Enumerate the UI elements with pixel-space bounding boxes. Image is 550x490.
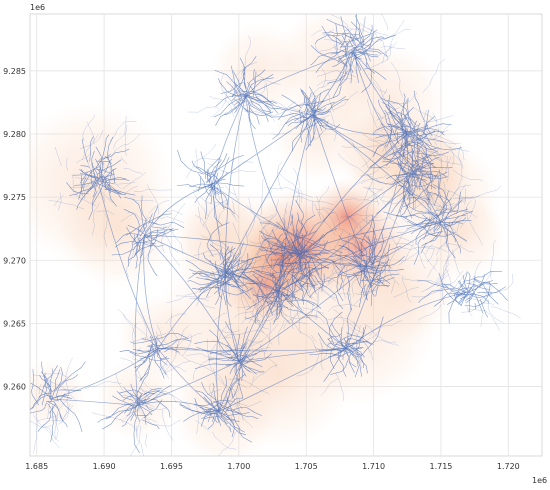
- heat-layer: [30, 14, 506, 456]
- density-hotspot: [30, 359, 86, 431]
- x-tick-label: 1.700: [227, 462, 250, 471]
- density-hotspot: [58, 169, 177, 288]
- density-hotspot: [211, 23, 307, 119]
- arterial-roads: [50, 51, 468, 413]
- y-tick-label: 9.270: [3, 256, 26, 265]
- y-tick-label: 9.260: [3, 383, 26, 392]
- density-hotspot: [172, 358, 279, 456]
- y-exponent-label: 1e6: [30, 3, 45, 12]
- axis-ticks: 1.685 1.690 1.695 1.700 1.705 1.710 1.715 1.720…: [3, 67, 520, 471]
- x-tick-label: 1.685: [25, 462, 48, 471]
- x-tick-label: 1.720: [497, 462, 520, 471]
- x-tick-label: 1.695: [160, 462, 183, 471]
- x-exponent-label: 1e6: [532, 476, 547, 485]
- y-tick-label: 9.265: [3, 319, 26, 328]
- density-hotspot: [116, 294, 200, 378]
- x-tick-label: 1.705: [295, 462, 318, 471]
- road-network-layer: [30, 14, 521, 456]
- dense-roads: [30, 14, 508, 454]
- x-tick-label: 1.715: [429, 462, 452, 471]
- y-tick-label: 9.280: [3, 130, 26, 139]
- x-tick-label: 1.710: [362, 462, 385, 471]
- x-tick-label: 1.690: [93, 462, 116, 471]
- density-hotspot: [174, 190, 264, 280]
- y-tick-label: 9.285: [3, 67, 26, 76]
- y-tick-label: 9.275: [3, 193, 26, 202]
- density-hotspot: [416, 190, 506, 280]
- density-hotspot: [272, 86, 368, 182]
